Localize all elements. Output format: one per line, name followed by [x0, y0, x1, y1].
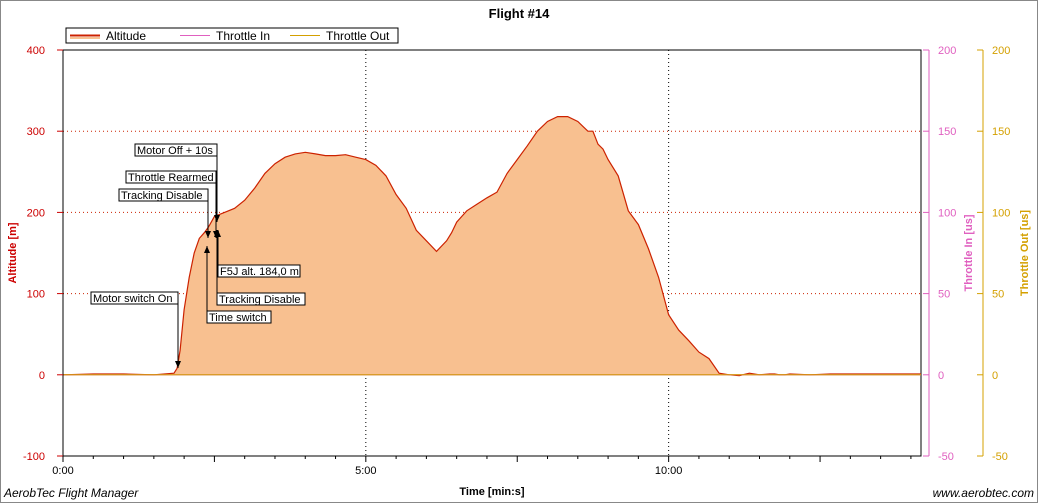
tick-label: 200: [938, 45, 956, 57]
annotation-box: [216, 292, 306, 306]
x-tick-label: 5:00: [355, 465, 376, 477]
time-ticks: 0:00 5:00 10:00: [52, 456, 912, 477]
x-tick-label: 10:00: [655, 465, 683, 477]
throttle-in-ticks: 200 150 100 50 0 -50: [923, 45, 956, 463]
annotation-label: Throttle Rearmed: [128, 172, 214, 184]
tick-label: 200: [992, 45, 1010, 57]
annotation-box: [125, 170, 217, 184]
annotation-box: [217, 264, 301, 278]
legend-label-throttle-out: Throttle Out: [326, 29, 390, 43]
tick-label: 100: [27, 289, 45, 301]
tick-label: -100: [23, 451, 45, 463]
tick-label: 0: [938, 370, 944, 382]
tick-label: 400: [27, 45, 45, 57]
annotation-layer: Motor switch On Tracking Disable Throttle …: [90, 143, 306, 368]
legend-label-throttle-in: Throttle In: [216, 29, 270, 43]
throttle-out-axis-title: Throttle Out [us]: [1019, 210, 1031, 296]
series-layer: [62, 116, 921, 377]
annotation-label: F5J alt. 184,0 m: [220, 266, 299, 278]
tick-label: -50: [992, 451, 1008, 463]
throttle-out-ticks: 200 150 100 50 0 -50: [977, 45, 1010, 463]
chart-title: Flight #14: [489, 6, 550, 21]
annotation-box: [90, 291, 179, 305]
x-axis-title: Time [min:s]: [459, 486, 525, 498]
annotation-label: Tracking Disable: [121, 190, 203, 202]
altitude-area: [63, 116, 921, 376]
altitude-axis-title: Altitude [m]: [7, 222, 19, 283]
legend: Altitude Throttle In Throttle Out: [65, 27, 399, 44]
annotation-label: Motor switch On: [93, 293, 172, 305]
legend-box: [65, 27, 399, 44]
tick-label: 150: [992, 126, 1010, 138]
footer-app-name: AerobTec Flight Manager: [3, 486, 139, 500]
tick-label: 100: [992, 207, 1010, 219]
annotation-arrow: [175, 361, 181, 368]
annotation-label: Time switch: [209, 312, 267, 324]
annotation-label: Tracking Disable: [219, 294, 301, 306]
tick-label: -50: [938, 451, 954, 463]
tick-label: 200: [27, 207, 45, 219]
annotation-box: [118, 188, 209, 202]
altitude-line: [62, 116, 921, 377]
annotation-box: [206, 310, 272, 324]
altitude-ticks: 400 300 200 100 0 -100: [23, 45, 63, 463]
tick-label: 50: [938, 289, 950, 301]
legend-label-altitude: Altitude: [106, 29, 146, 43]
tick-label: 0: [39, 370, 45, 382]
tick-label: 50: [992, 289, 1004, 301]
annotation-arrow: [214, 215, 220, 222]
annotation-arrow: [214, 230, 220, 237]
footer-website: www.aerobtec.com: [933, 486, 1034, 500]
throttle-in-axis-title: Throttle In [us]: [963, 214, 975, 291]
x-tick-label: 0:00: [52, 465, 73, 477]
annotation-label: Motor Off + 10s: [137, 145, 213, 157]
tick-label: 150: [938, 126, 956, 138]
annotation-arrow: [204, 246, 210, 253]
tick-label: 100: [938, 207, 956, 219]
tick-label: 300: [27, 126, 45, 138]
annotation-arrow: [205, 231, 211, 238]
annotation-box: [134, 143, 218, 157]
tick-label: 0: [992, 370, 998, 382]
